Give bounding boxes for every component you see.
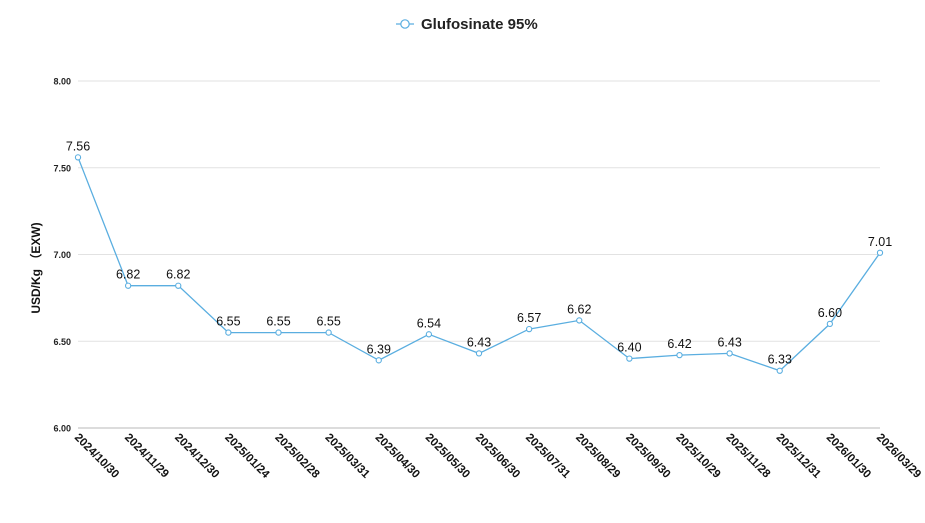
x-tick-label: 2024/10/30: [72, 432, 121, 481]
data-label: 6.55: [316, 315, 340, 329]
x-tick-label: 2025/08/29: [573, 432, 622, 481]
x-tick-label: 2025/09/30: [623, 432, 672, 481]
data-label: 6.43: [467, 335, 491, 349]
x-tick-label: 2026/01/30: [824, 432, 873, 481]
x-tick-label: 2024/11/29: [122, 432, 171, 481]
data-point: [325, 329, 332, 336]
y-tick-label: 6.50: [53, 337, 71, 347]
legend-marker: [400, 19, 410, 29]
x-tick-label: 2025/05/30: [423, 432, 472, 481]
x-tick-label: 2026/03/29: [874, 432, 923, 481]
x-tick-label: 2025/03/31: [323, 432, 373, 482]
y-tick-labels: 6.00 6.50 7.00 7.50 8.00: [53, 77, 71, 434]
data-label: 6.42: [667, 337, 691, 351]
data-point: [425, 331, 433, 338]
data-point: [626, 355, 633, 362]
y-axis-label: USD/Kg （EXW): [28, 222, 43, 313]
data-label: 6.40: [617, 341, 641, 355]
data-point: [475, 350, 483, 357]
data-point: [676, 351, 683, 359]
legend-label: Glufosinate 95%: [421, 16, 538, 33]
data-point: [525, 325, 533, 333]
data-label: 6.43: [717, 335, 741, 349]
series-glufosinate: 7.56 6.82 6.82 6.55 6.55 6.55 6.39 6.54 6.43 6.57…: [66, 139, 892, 374]
gridlines: [78, 80, 880, 429]
data-point: [175, 282, 182, 289]
x-tick-labels: 2024/10/30 2024/11/29 2024/12/30 2025/01/24…: [72, 432, 923, 482]
data-point: [576, 317, 583, 324]
x-tick-label: 2024/12/30: [172, 432, 221, 481]
x-tick-label: 2025/12/31: [774, 432, 824, 482]
data-label: 6.39: [367, 342, 391, 356]
y-tick-label: 7.50: [53, 163, 71, 173]
data-point: [74, 154, 82, 161]
x-tick-label: 2025/07/31: [523, 432, 573, 482]
data-label: 6.33: [768, 353, 792, 367]
data-label: 6.57: [517, 311, 541, 325]
legend: Glufosinate 95%: [396, 16, 538, 33]
data-point: [826, 320, 834, 328]
data-label: 6.60: [818, 306, 842, 320]
x-tick-label: 2025/06/30: [473, 432, 522, 481]
data-label: 6.55: [266, 315, 290, 329]
y-tick-label: 7.00: [53, 250, 71, 260]
data-label: 6.54: [417, 316, 441, 330]
data-label: 6.55: [216, 315, 240, 329]
y-tick-label: 8.00: [53, 77, 71, 87]
x-tick-label: 2025/04/30: [373, 432, 422, 481]
data-point: [124, 282, 132, 289]
data-label: 6.82: [166, 268, 190, 282]
x-tick-label: 2025/02/28: [272, 432, 322, 482]
data-label: 6.82: [116, 268, 140, 282]
data-point: [225, 329, 232, 336]
data-point: [726, 350, 733, 357]
x-tick-label: 2025/01/24: [222, 432, 272, 482]
data-label: 7.56: [66, 139, 90, 153]
x-tick-label: 2025/10/29: [673, 432, 722, 481]
data-label: 6.62: [567, 302, 591, 316]
data-label: 7.01: [868, 235, 892, 249]
data-point: [275, 329, 282, 336]
y-tick-label: 6.00: [53, 424, 71, 434]
data-point: [375, 357, 382, 364]
data-point: [776, 367, 783, 374]
x-tick-label: 2025/11/28: [724, 432, 773, 481]
data-point: [876, 249, 884, 256]
